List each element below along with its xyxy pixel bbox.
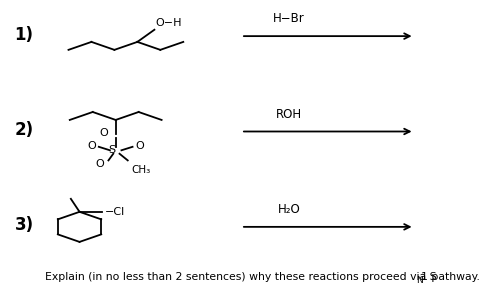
Text: Explain (in no less than 2 sentences) why these reactions proceed via S: Explain (in no less than 2 sentences) wh…: [45, 272, 437, 282]
Text: S: S: [109, 145, 116, 155]
Text: 2): 2): [14, 121, 34, 139]
Text: ROH: ROH: [276, 108, 302, 121]
Text: O: O: [99, 128, 108, 138]
Text: −Cl: −Cl: [105, 207, 125, 217]
Text: 3): 3): [14, 216, 34, 234]
Text: 1): 1): [14, 26, 33, 44]
Text: N: N: [416, 276, 423, 285]
Text: O−H: O−H: [156, 18, 182, 28]
Text: 1 pathway.: 1 pathway.: [421, 272, 480, 282]
Text: CH₃: CH₃: [131, 165, 150, 175]
Text: H−Br: H−Br: [273, 12, 305, 25]
Text: H₂O: H₂O: [278, 203, 301, 216]
Text: O: O: [95, 159, 104, 169]
Text: O: O: [87, 141, 96, 151]
Text: O: O: [135, 141, 144, 151]
